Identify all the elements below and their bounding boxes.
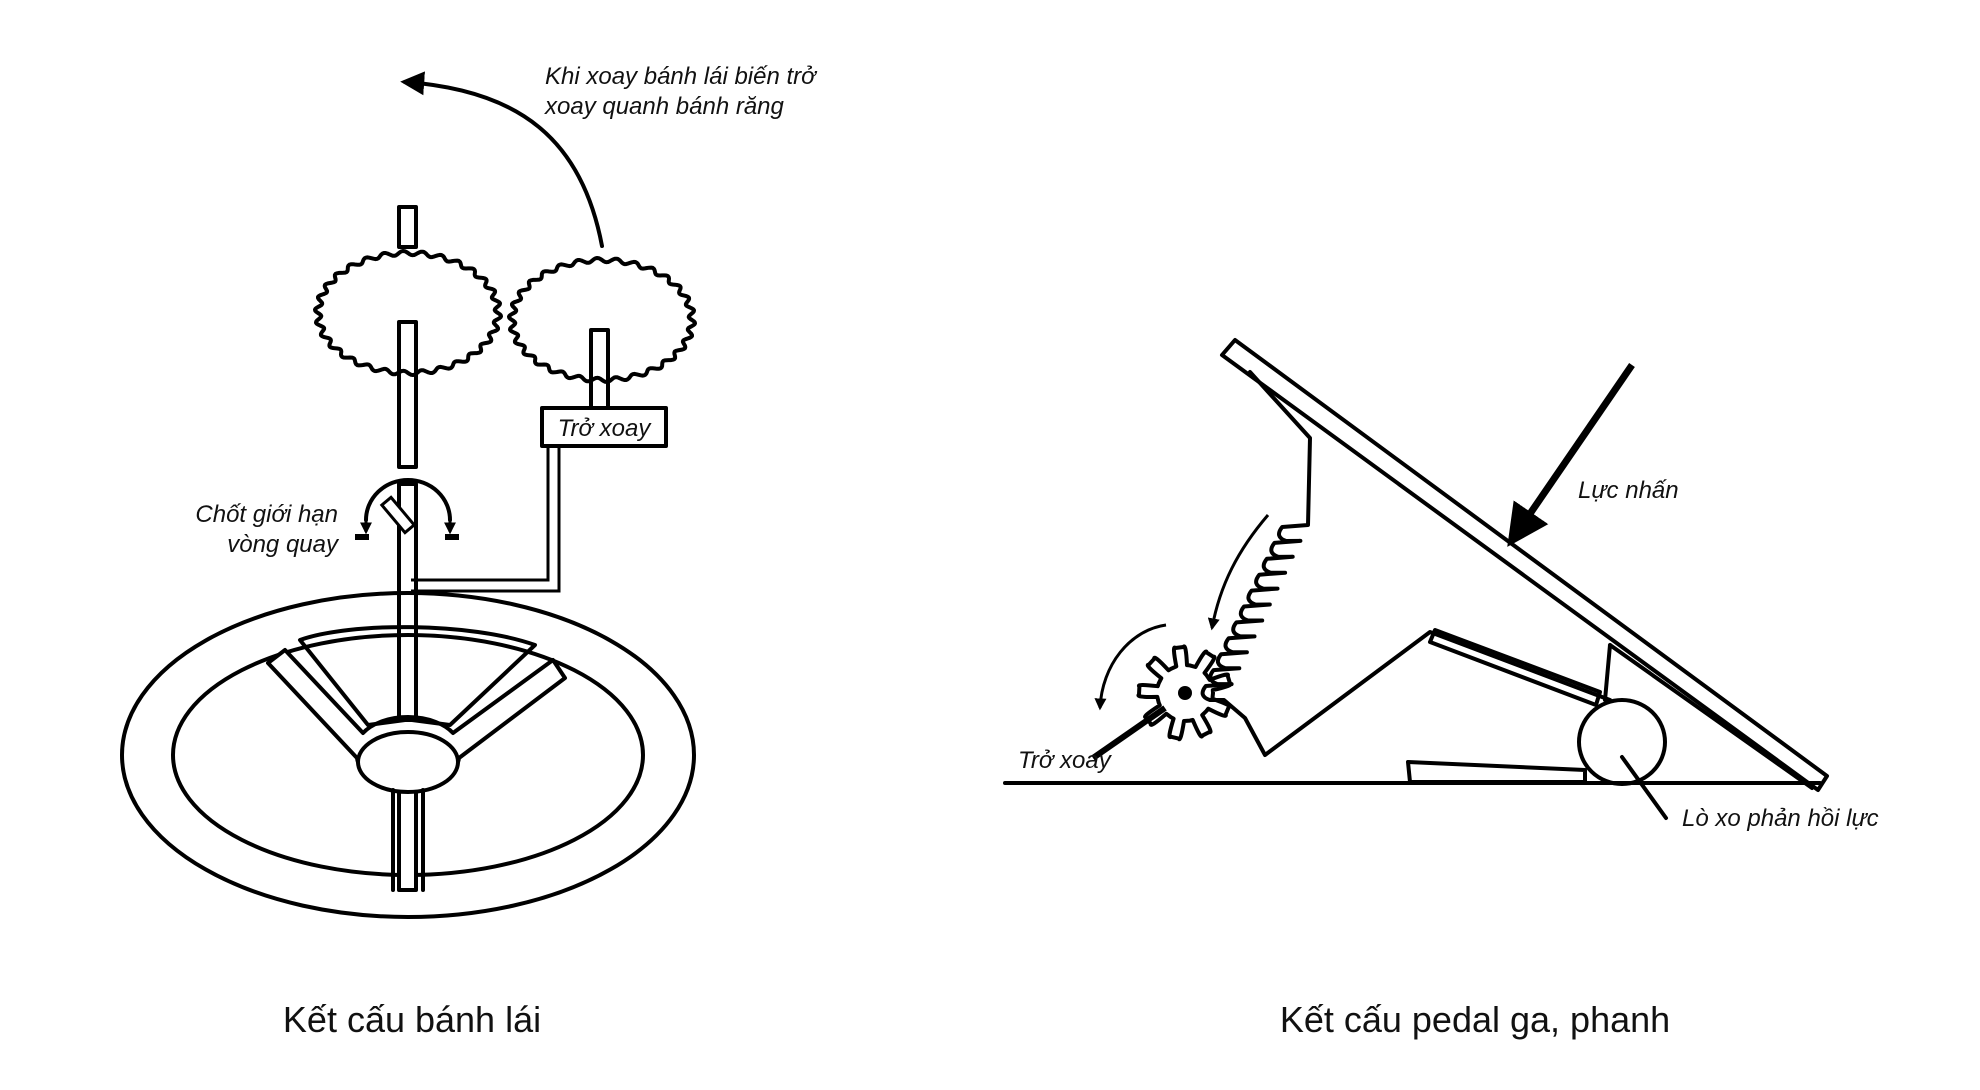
steering-caption: Kết cấu bánh lái (283, 999, 541, 1040)
steering-shaft-lower (397, 482, 418, 762)
right-gear-icon (507, 256, 697, 384)
limit-pin-label-line1: Chốt giới hạn (195, 501, 338, 528)
spring-plate (1406, 760, 1587, 784)
pedal-potentiometer-label: Trở xoay (1018, 747, 1113, 774)
steering-annotation-line1: Khi xoay bánh lái biến trở (545, 63, 818, 90)
pedal-plate-icon (1220, 338, 1829, 792)
steering-assembly: Trở xoay Chốt giới hạn vòng quay Khi xoa… (120, 63, 818, 1040)
upper-shaft-stub (397, 205, 418, 249)
steering-shaft-upper (397, 320, 418, 469)
limit-pin-icon (355, 478, 459, 540)
spring-label: Lò xo phản hồi lực (1682, 805, 1879, 832)
pedal-rear-support (1603, 643, 1814, 790)
steering-potentiometer-label: Trở xoay (558, 415, 653, 442)
force-label: Lực nhấn (1578, 477, 1679, 504)
linkage-bar (1428, 628, 1602, 707)
pedal-gear-icon (1136, 644, 1233, 742)
pedal-assembly: Lò xo phản hồi lực Lực nhấn Trở xoay Kết… (1003, 338, 1879, 1040)
force-arrow-icon (1507, 363, 1635, 547)
steering-annotation-line2: xoay quanh bánh răng (544, 93, 785, 120)
gear-center (1178, 686, 1192, 700)
rotation-arrow-icon (400, 71, 604, 248)
limit-pin-label-line2: vòng quay (227, 531, 340, 558)
potentiometer-shaft (589, 328, 610, 410)
pedal-caption: Kết cấu pedal ga, phanh (1280, 999, 1670, 1040)
gear-rotation-arrow-icon (1094, 623, 1167, 711)
spring-leader-line (1620, 755, 1668, 820)
spring-icon (1577, 698, 1667, 786)
pedal-arm (1200, 370, 1612, 757)
steering-wheel-icon (120, 591, 696, 919)
rack-motion-arrow-icon (1207, 514, 1270, 631)
potentiometer-wire (411, 446, 561, 593)
pedal-potentiometer-lever (1091, 705, 1167, 761)
left-gear-icon (313, 249, 503, 377)
steering-potentiometer-box (540, 406, 668, 448)
